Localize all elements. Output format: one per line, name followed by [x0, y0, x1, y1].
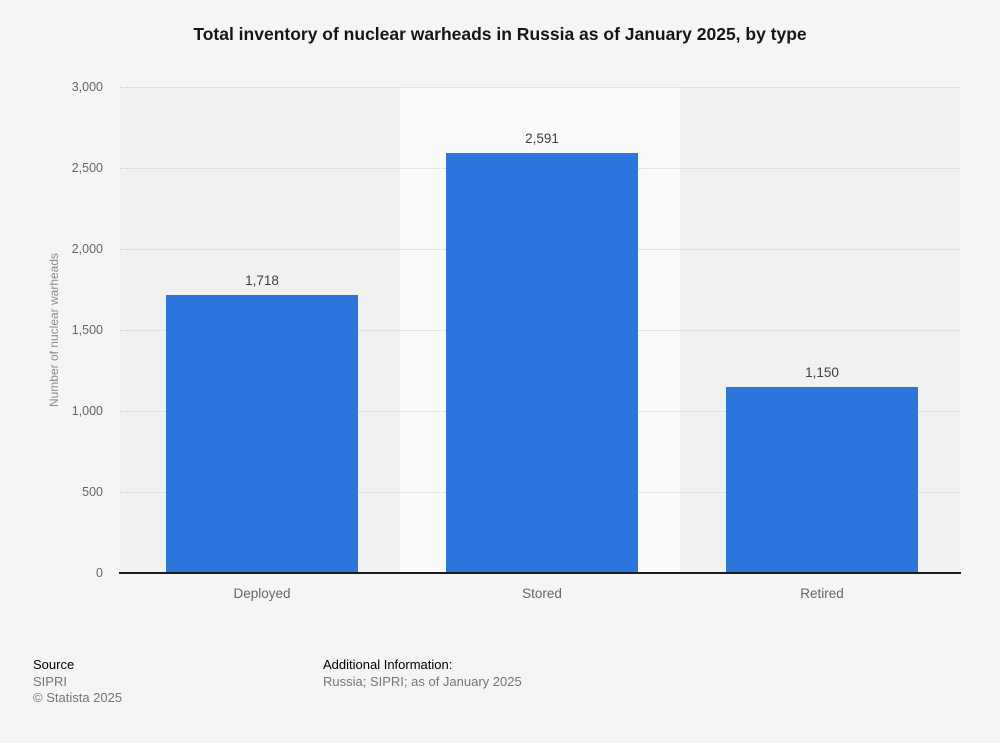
x-category-label: Retired [800, 586, 844, 601]
bar-value-label: 1,150 [805, 365, 839, 380]
bar-stored[interactable] [446, 153, 638, 573]
additional-info: Russia; SIPRI; as of January 2025 [323, 673, 522, 689]
source-name: SIPRI [33, 673, 67, 689]
y-tick-label: 3,000 [71, 80, 103, 94]
bar-retired[interactable] [726, 387, 918, 573]
y-tick-label: 2,000 [71, 242, 103, 256]
y-tick-label: 0 [96, 566, 103, 580]
y-tick-label: 1,500 [71, 323, 103, 337]
bar-value-label: 1,718 [245, 273, 279, 288]
source-label: Source [33, 657, 75, 672]
x-category-label: Stored [522, 586, 562, 601]
bar-value-label: 2,591 [525, 131, 559, 146]
y-tick-label: 1,000 [71, 404, 103, 418]
x-axis-line [119, 572, 961, 574]
gridline [120, 87, 960, 88]
additional-info-label: Additional Information: [323, 657, 453, 672]
plot-area: 1,718 2,591 1,150 [120, 87, 960, 573]
chart-title: Total inventory of nuclear warheads in R… [193, 24, 807, 44]
bar-deployed[interactable] [166, 295, 358, 573]
copyright: © Statista 2025 [33, 690, 123, 705]
y-tick-label: 500 [82, 485, 103, 499]
x-category-label: Deployed [233, 586, 291, 601]
y-tick-label: 2,500 [71, 161, 103, 175]
